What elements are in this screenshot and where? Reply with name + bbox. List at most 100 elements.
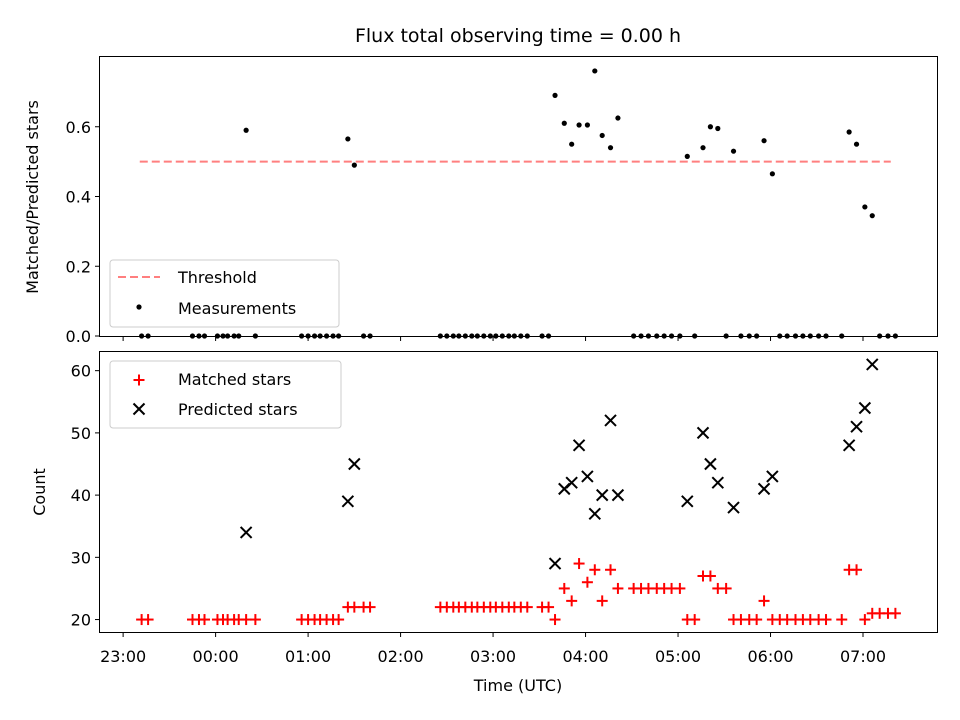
measurement-point — [869, 213, 875, 219]
count-x-tick-label: 05:00 — [655, 647, 701, 666]
matched-star-point — [521, 601, 533, 613]
count-y-ticks: 20 30 40 50 60 — [71, 362, 100, 630]
predicted-star-stroke-b — [858, 401, 872, 415]
ratio-x-ticks — [122, 336, 864, 341]
predicted-star-point — [850, 420, 863, 433]
predicted-star-stroke-b — [757, 482, 771, 496]
predicted-star-point — [239, 526, 253, 539]
measurement-point — [862, 204, 868, 210]
count-axes-frame — [99, 351, 938, 633]
predicted-star-point — [866, 358, 879, 371]
predicted-star-stroke-b — [572, 439, 586, 452]
measurement-point — [584, 122, 591, 128]
measurement-point — [576, 122, 582, 128]
ratio-legend: Threshold Measurements — [109, 259, 340, 328]
ratio-y-tick-label: 0.0 — [66, 327, 91, 346]
measurement-point — [761, 138, 767, 144]
predicted-star-stroke-b — [239, 526, 253, 539]
count-y-tick-label: 20 — [71, 611, 91, 630]
measurement-point — [552, 92, 558, 98]
predicted-star-stroke-b — [866, 358, 879, 371]
predicted-star-point — [572, 439, 586, 452]
measurement-point — [846, 129, 852, 135]
predicted-star-point — [757, 482, 771, 496]
predicted-star-point — [581, 470, 594, 483]
matched-star-point — [543, 601, 555, 613]
predicted-star-stroke-b — [611, 488, 625, 502]
predicted-star-stroke-b — [548, 557, 562, 570]
matched-star-point — [142, 614, 154, 626]
matched-star-point — [889, 607, 901, 619]
count-y-tick-label: 40 — [71, 486, 91, 505]
matched-star-point — [859, 614, 871, 626]
predicted-legend-swatch-b — [132, 402, 146, 416]
time-x-axis-label: Time (UTC) — [473, 676, 562, 695]
chart-title: Flux total observing time = 0.00 h — [355, 25, 681, 47]
count-x-tick-label: 04:00 — [562, 647, 608, 666]
matched-star-point — [612, 582, 624, 594]
count-legend: Matched stars Predicted stars — [109, 360, 342, 429]
predicted-star-stroke-b — [581, 470, 594, 483]
predicted-star-point — [348, 457, 361, 471]
measurement-point — [730, 148, 737, 154]
matched-star-point — [240, 614, 252, 626]
measurement-point — [351, 162, 357, 168]
measurement-point — [700, 145, 706, 151]
matched-star-point — [589, 564, 601, 576]
count-x-ticks: 23:00 00:00 01:00 02:00 03:00 04:00 05:00 06:00… — [100, 632, 886, 666]
matched-star-point — [573, 558, 585, 570]
measurement-point — [592, 68, 598, 74]
predicted-star-point — [604, 414, 617, 427]
predicted-star-stroke-b — [842, 439, 856, 452]
measurement-point — [684, 153, 690, 159]
ratio-y-tick-label: 0.2 — [66, 257, 91, 276]
measurement-point — [707, 124, 714, 130]
matched-star-point — [581, 576, 593, 588]
measurement-point — [243, 127, 249, 133]
predicted-star-point — [704, 457, 717, 471]
matched-star-point — [820, 614, 832, 626]
matched-star-point — [558, 582, 570, 594]
predicted-star-stroke-b — [604, 414, 617, 427]
count-x-tick-label: 02:00 — [378, 647, 424, 666]
matched-star-point — [720, 582, 732, 594]
count-panel: 20 30 40 50 60 23:00 00:00 01:00 02:00 03:00 04:0… — [30, 351, 938, 695]
matched-star-point — [605, 564, 617, 576]
predicted-star-point — [711, 476, 725, 489]
ratio-y-ticks: 0.0 0.2 0.4 0.6 — [66, 118, 100, 346]
predicted-star-stroke-b — [766, 470, 779, 483]
predicted-star-stroke-b — [348, 457, 361, 471]
predicted-star-point — [611, 488, 625, 502]
matched-star-point — [704, 570, 716, 582]
matched-star-point — [199, 614, 211, 626]
predicted-star-stroke-b — [704, 457, 717, 471]
predicted-star-point — [548, 557, 562, 570]
count-y-tick-label: 60 — [71, 362, 91, 381]
predicted-star-stroke-b — [588, 507, 602, 520]
matched-legend-label: Matched stars — [178, 370, 291, 389]
matched-star-point — [836, 614, 848, 626]
matched-star-point — [596, 595, 608, 607]
predicted-legend-label: Predicted stars — [178, 400, 298, 419]
count-y-axis-label: Count — [30, 468, 49, 516]
predicted-star-point — [681, 495, 694, 508]
measurement-point — [345, 136, 351, 142]
count-x-tick-label: 01:00 — [285, 647, 331, 666]
predicted-star-point — [341, 495, 355, 508]
matched-star-point — [689, 614, 701, 626]
count-marks — [136, 358, 901, 626]
predicted-star-point — [595, 488, 609, 502]
measurement-point — [607, 145, 614, 151]
matched-star-point — [249, 614, 261, 626]
predicted-star-stroke-b — [696, 426, 710, 440]
measurement-point — [569, 141, 575, 147]
predicted-star-point — [858, 401, 872, 415]
predicted-star-point — [696, 426, 710, 440]
predicted-star-stroke-b — [727, 501, 740, 514]
measurement-legend-swatch — [136, 304, 142, 310]
count-x-tick-label: 23:00 — [100, 647, 146, 666]
matched-star-point — [674, 582, 686, 594]
predicted-star-point — [565, 476, 578, 489]
measurement-point — [615, 115, 621, 121]
